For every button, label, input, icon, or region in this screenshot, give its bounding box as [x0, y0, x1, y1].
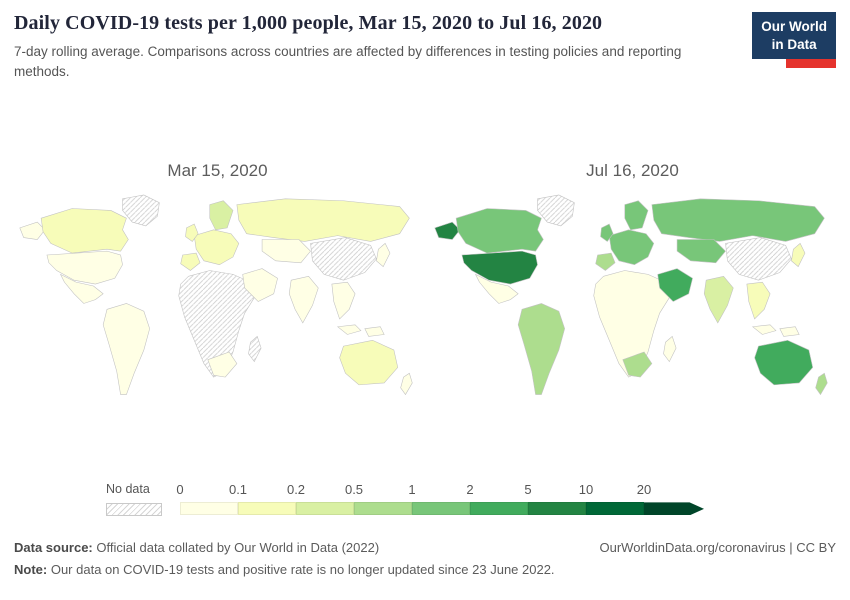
owid-logo-red-bar: [785, 59, 836, 69]
map-region-alaska[interactable]: [434, 221, 461, 240]
legend-color-bar: [180, 502, 704, 516]
map-region-china[interactable]: [725, 237, 792, 281]
header-text: Daily COVID-19 tests per 1,000 people, M…: [14, 12, 714, 81]
map-region-south_africa[interactable]: [622, 351, 653, 378]
map-region-indonesia[interactable]: [336, 324, 385, 337]
legend-segment[interactable]: [354, 502, 412, 516]
footer-note-label: Note:: [14, 562, 48, 578]
footer-link[interactable]: OurWorldinData.org/coronavirus | CC BY: [599, 540, 836, 556]
map-region-middle_east[interactable]: [657, 268, 693, 303]
map-region-new_zealand[interactable]: [815, 372, 828, 396]
owid-logo-line2: in Data: [771, 36, 817, 52]
legend-segment[interactable]: [296, 502, 354, 516]
map-region-australia[interactable]: [754, 340, 814, 386]
map-region-new_zealand[interactable]: [400, 372, 413, 396]
chart-footer: Data source: Official data collated by O…: [14, 540, 836, 577]
map-region-south_america[interactable]: [102, 303, 150, 395]
owid-logo-box: Our World in Data: [752, 12, 836, 60]
map-region-scandinavia[interactable]: [209, 200, 234, 231]
map-region-kazakhstan[interactable]: [676, 239, 726, 264]
chart-subtitle: 7-day rolling average. Comparisons acros…: [14, 44, 682, 79]
map-region-iberia[interactable]: [180, 252, 201, 272]
map-region-australia[interactable]: [339, 340, 399, 386]
footer-source-label: Data source:: [14, 540, 93, 556]
legend-segment[interactable]: [238, 502, 296, 516]
legend-no-data-swatch: [106, 503, 162, 517]
legend-segment[interactable]: [528, 502, 586, 516]
map-region-madagascar[interactable]: [663, 336, 677, 363]
legend-tick-label: 0.2: [286, 482, 306, 498]
legend-tick-label: 0: [176, 482, 184, 498]
legend-segment[interactable]: [586, 502, 644, 516]
map-region-alaska[interactable]: [19, 221, 46, 240]
map-region-china[interactable]: [310, 237, 377, 281]
map-region-usa[interactable]: [461, 250, 538, 285]
map-region-india[interactable]: [703, 276, 734, 324]
map-region-greenland[interactable]: [537, 194, 575, 227]
legend-segment[interactable]: [412, 502, 470, 516]
footer-source: Data source: Official data collated by O…: [14, 540, 379, 555]
legend-tick-label: 0.5: [344, 482, 364, 498]
map-region-canada[interactable]: [40, 208, 129, 254]
legend-tick-label: 1: [408, 482, 416, 498]
map-region-uk[interactable]: [600, 223, 614, 242]
map-region-canada[interactable]: [455, 208, 544, 254]
legend-segment[interactable]: [470, 502, 528, 516]
legend-tick-label: 20: [636, 482, 652, 498]
maps-row: Mar 15, 2020 Jul 16, 2020: [14, 161, 836, 406]
legend-tick-label: 2: [466, 482, 474, 498]
legend-segment[interactable]: [644, 502, 704, 516]
world-map-mar-15-2020: [19, 194, 413, 396]
map-region-europe[interactable]: [608, 229, 655, 266]
map-region-uk[interactable]: [185, 223, 199, 242]
map-panel-start-date: Mar 15, 2020: [14, 161, 421, 406]
map-region-madagascar[interactable]: [248, 336, 262, 363]
map-region-europe[interactable]: [193, 229, 240, 266]
legend-no-data-label: No data: [106, 482, 150, 497]
map-legend: No data 0 0.1 0.2 0.5 1 2 5 10 20: [14, 482, 836, 517]
map-region-scandinavia[interactable]: [624, 200, 649, 231]
map-region-india[interactable]: [288, 276, 319, 324]
map-region-kazakhstan[interactable]: [261, 239, 311, 264]
map-region-mexico[interactable]: [59, 273, 104, 304]
footer-note: Note: Our data on COVID-19 tests and pos…: [14, 562, 836, 577]
legend-color-scale: 0 0.1 0.2 0.5 1 2 5 10 20: [176, 482, 704, 516]
owid-logo[interactable]: Our World in Data: [752, 12, 836, 69]
map-region-se_asia[interactable]: [746, 281, 771, 320]
map-region-japan[interactable]: [376, 243, 391, 268]
map-date-label-end: Jul 16, 2020: [586, 161, 679, 181]
chart-header: Daily COVID-19 tests per 1,000 people, M…: [14, 12, 836, 81]
map-region-usa[interactable]: [46, 250, 123, 285]
legend-segment[interactable]: [180, 502, 238, 516]
map-region-indonesia[interactable]: [751, 324, 800, 337]
map-region-iberia[interactable]: [595, 252, 616, 272]
legend-tick-label: 10: [578, 482, 594, 498]
page-title: Daily COVID-19 tests per 1,000 people, M…: [14, 12, 603, 34]
owid-logo-line1: Our World: [761, 19, 827, 34]
legend-no-data[interactable]: No data: [106, 482, 162, 517]
map-region-russia[interactable]: [651, 198, 825, 242]
world-map-jul-16-2020: [434, 194, 828, 396]
footer-note-text: Our data on COVID-19 tests and positive …: [50, 562, 555, 578]
map-panel-end-date: Jul 16, 2020: [429, 161, 836, 406]
map-region-south_america[interactable]: [517, 303, 565, 395]
map-date-label-start: Mar 15, 2020: [167, 161, 268, 181]
legend-tick-label: 0.1: [228, 482, 248, 498]
map-region-russia[interactable]: [236, 198, 410, 242]
map-region-greenland[interactable]: [122, 194, 160, 227]
map-region-middle_east[interactable]: [242, 268, 278, 303]
map-region-mexico[interactable]: [474, 273, 519, 304]
legend-tick-labels: 0 0.1 0.2 0.5 1 2 5 10 20: [176, 482, 704, 500]
legend-tick-label: 5: [524, 482, 532, 498]
footer-source-text: Official data collated by Our World in D…: [96, 540, 380, 556]
map-region-japan[interactable]: [791, 243, 806, 268]
map-region-south_africa[interactable]: [207, 351, 238, 378]
map-region-se_asia[interactable]: [331, 281, 356, 320]
footer-row: Data source: Official data collated by O…: [14, 540, 836, 555]
